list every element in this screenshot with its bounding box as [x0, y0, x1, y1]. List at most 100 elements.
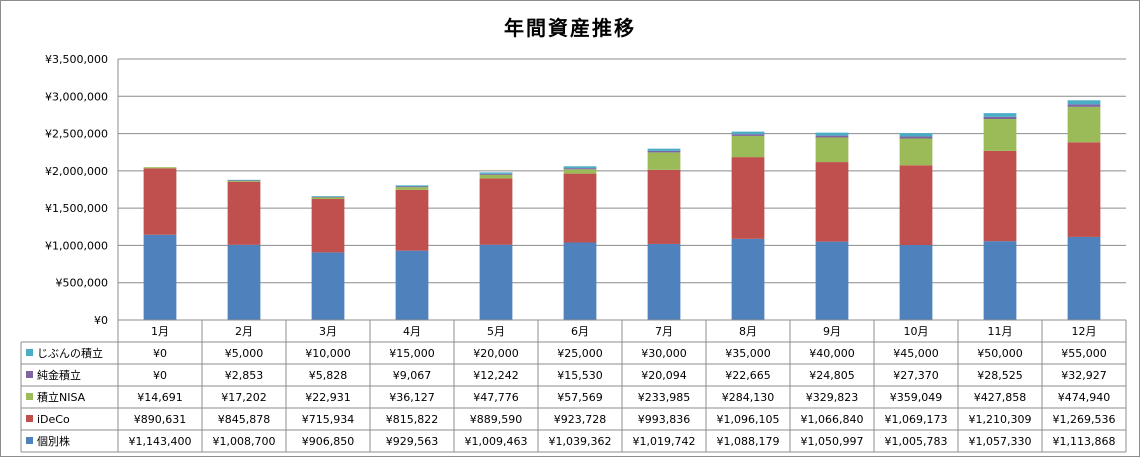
legend-label: iDeCo [37, 413, 70, 426]
bar-segment [731, 238, 765, 320]
x-tick-label: 3月 [319, 325, 337, 338]
data-label: ¥27,370 [893, 369, 939, 382]
x-tick-label: 7月 [655, 325, 673, 338]
x-tick-label: 9月 [823, 325, 841, 338]
bar-segment [731, 134, 765, 136]
x-tick-label: 6月 [571, 325, 589, 338]
bar-segment [563, 169, 597, 174]
bar-segment [395, 189, 429, 251]
legend-key [26, 371, 33, 378]
y-tick-label: ¥500,000 [56, 277, 109, 290]
data-label: ¥22,931 [305, 391, 351, 404]
legend-label: 純金積立 [37, 368, 81, 382]
data-label: ¥284,130 [722, 391, 775, 404]
bar-segment [563, 173, 597, 243]
data-label: ¥32,927 [1061, 369, 1107, 382]
data-label: ¥45,000 [893, 347, 939, 360]
bar-segment [1067, 106, 1101, 143]
data-label: ¥359,049 [890, 391, 943, 404]
data-label: ¥1,019,742 [633, 435, 696, 448]
bar-segment [479, 173, 513, 175]
data-label: ¥1,008,700 [213, 435, 276, 448]
data-label: ¥0 [153, 369, 167, 382]
data-label: ¥2,853 [225, 369, 264, 382]
y-tick-label: ¥2,500,000 [45, 128, 108, 141]
bar-segment [731, 135, 765, 158]
data-label: ¥50,000 [977, 347, 1023, 360]
bar-segment [1067, 104, 1101, 107]
bar-segment [815, 135, 849, 138]
bar-segment [899, 244, 933, 320]
bar-segment [899, 165, 933, 245]
bar-segment [311, 196, 345, 198]
data-label: ¥1,113,868 [1053, 435, 1116, 448]
data-label: ¥30,000 [641, 347, 687, 360]
data-label: ¥40,000 [809, 347, 855, 360]
bar-segment [143, 234, 177, 320]
data-label: ¥815,822 [386, 413, 439, 426]
data-label: ¥35,000 [725, 347, 771, 360]
bar-segment [647, 152, 681, 170]
bar-segment [647, 243, 681, 320]
x-tick-label: 1月 [151, 325, 169, 338]
y-tick-label: ¥2,000,000 [45, 165, 108, 178]
bar-segment [311, 252, 345, 320]
data-label: ¥923,728 [554, 413, 607, 426]
bar-segment [1067, 100, 1101, 105]
data-label: ¥1,009,463 [465, 435, 528, 448]
data-label: ¥906,850 [302, 435, 355, 448]
data-label: ¥889,590 [470, 413, 523, 426]
data-label: ¥929,563 [386, 435, 439, 448]
bar-segment [395, 250, 429, 320]
bar-segment [395, 185, 429, 187]
y-tick-label: ¥3,500,000 [45, 53, 108, 66]
bar-segment [395, 186, 429, 188]
data-label: ¥1,005,783 [885, 435, 948, 448]
data-label: ¥233,985 [638, 391, 691, 404]
bar-segment [899, 138, 933, 166]
data-label: ¥5,828 [309, 369, 348, 382]
bar-segment [647, 169, 681, 244]
bar-segment [143, 168, 177, 235]
legend-key [26, 437, 33, 444]
legend-label: 積立NISA [37, 390, 86, 404]
data-label: ¥24,805 [809, 369, 855, 382]
data-label: ¥715,934 [302, 413, 355, 426]
bar-segment [899, 136, 933, 139]
legend-key [26, 393, 33, 400]
data-label: ¥12,242 [473, 369, 519, 382]
data-label: ¥1,096,105 [717, 413, 780, 426]
bar-segment [227, 180, 261, 181]
bar-segment [479, 178, 513, 245]
data-label: ¥5,000 [225, 347, 264, 360]
data-label: ¥890,631 [134, 413, 187, 426]
bar-segment [815, 162, 849, 242]
data-label: ¥57,569 [557, 391, 603, 404]
data-label: ¥1,143,400 [129, 435, 192, 448]
bar-segment [983, 116, 1017, 119]
bar-segment [1067, 236, 1101, 320]
data-label: ¥10,000 [305, 347, 351, 360]
bar-segment [479, 174, 513, 179]
data-label: ¥1,210,309 [969, 413, 1032, 426]
data-label: ¥1,069,173 [885, 413, 948, 426]
bar-segment [395, 187, 429, 190]
data-label: ¥28,525 [977, 369, 1023, 382]
x-tick-label: 10月 [904, 325, 929, 338]
bar-segment [815, 241, 849, 320]
x-tick-label: 4月 [403, 325, 421, 338]
data-label: ¥36,127 [389, 391, 435, 404]
data-label: ¥1,057,330 [969, 435, 1032, 448]
bar-segment [311, 197, 345, 199]
y-tick-label: ¥1,000,000 [45, 239, 108, 252]
data-label: ¥1,050,997 [801, 435, 864, 448]
bar-segment [647, 150, 681, 153]
data-label: ¥329,823 [806, 391, 859, 404]
data-label: ¥427,858 [974, 391, 1027, 404]
bar-segment [311, 198, 345, 253]
bar-segment [647, 148, 681, 151]
bar-segment [143, 167, 177, 169]
data-label: ¥845,878 [218, 413, 271, 426]
data-label: ¥22,665 [725, 369, 771, 382]
